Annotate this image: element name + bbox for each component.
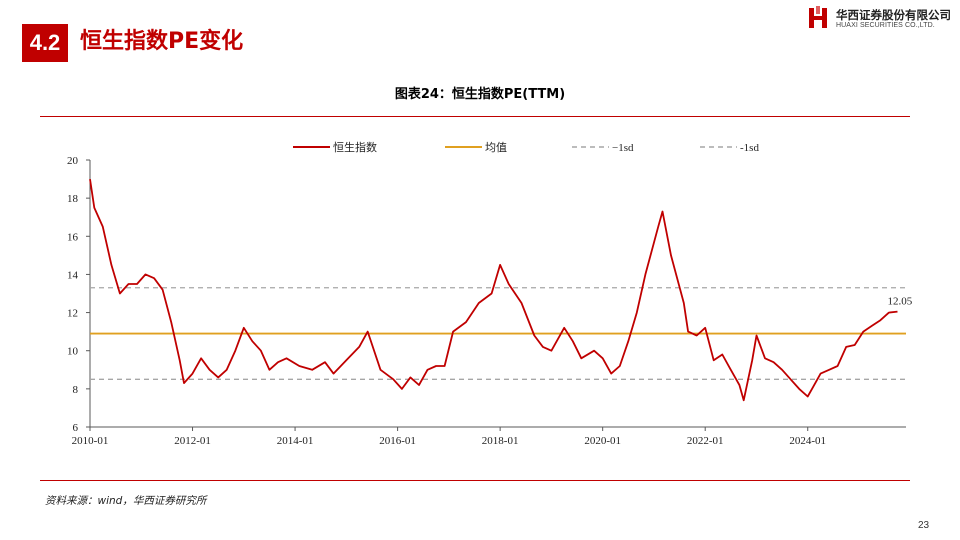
legend-label-mean: 均值: [485, 141, 507, 154]
plot-axes: 6 8 10 12 14 16 18 20 2010-01 2012-01 2014-01 2016…: [67, 155, 906, 447]
chart-annotations: 12.05: [887, 296, 912, 308]
chart-bottom-rule: [40, 480, 910, 481]
chart-title: 图表24：恒生指数PE(TTM): [394, 87, 566, 102]
legend-item-upper-sd: −1sd: [572, 142, 634, 154]
reference-lines: [90, 287, 906, 380]
y-tick-label: 6: [73, 422, 79, 434]
y-axis-ticks: 6 8 10 12 14 16 18 20: [67, 155, 90, 434]
huaxi-logo: 华西证券股份有限公司 HUAXI SECURITIES CO.,LTD.: [808, 4, 954, 34]
x-tick-label: 2014-01: [277, 435, 314, 447]
logo-company-name-cn: 华西证券股份有限公司: [836, 8, 951, 22]
x-tick-label: 2024-01: [789, 435, 826, 447]
legend-item-mean: 均值: [445, 141, 507, 154]
legend: 恒生指数 均值 −1sd -1sd: [293, 140, 759, 154]
huaxi-logo-icon: [809, 6, 827, 28]
legend-label-upper-sd: −1sd: [612, 142, 634, 154]
x-axis-ticks: 2010-01 2012-01 2014-01 2016-01 2018-01 2020-…: [72, 427, 826, 447]
section-title: 恒生指数PE变化: [80, 29, 244, 54]
y-tick-label: 12: [67, 308, 78, 320]
legend-label-hsi: 恒生指数: [333, 140, 377, 154]
y-tick-label: 8: [73, 384, 79, 396]
y-tick-label: 16: [67, 231, 79, 243]
legend-item-hsi: 恒生指数: [293, 140, 377, 154]
x-tick-label: 2020-01: [584, 435, 621, 447]
logo-company-name-en: HUAXI SECURITIES CO.,LTD.: [836, 22, 935, 29]
legend-item-lower-sd: -1sd: [700, 142, 759, 154]
y-tick-label: 18: [67, 193, 79, 205]
legend-label-lower-sd: -1sd: [740, 142, 759, 154]
series-lines: [89, 178, 898, 402]
x-tick-label: 2022-01: [687, 435, 724, 447]
x-tick-label: 2018-01: [482, 435, 519, 447]
series-line-hsi-pe: [89, 178, 898, 402]
page-number: 23: [918, 520, 930, 531]
y-tick-label: 20: [67, 155, 79, 167]
y-tick-label: 10: [67, 346, 79, 358]
y-tick-label: 14: [67, 269, 79, 281]
section-number-badge: 4.2: [22, 24, 68, 62]
x-tick-label: 2016-01: [379, 435, 416, 447]
chart-top-rule: [40, 116, 910, 117]
x-tick-label: 2012-01: [174, 435, 211, 447]
x-tick-label: 2010-01: [72, 435, 109, 447]
source-note: 资料来源：wind，华西证券研究所: [45, 495, 207, 507]
last-value-label: 12.05: [887, 296, 912, 308]
